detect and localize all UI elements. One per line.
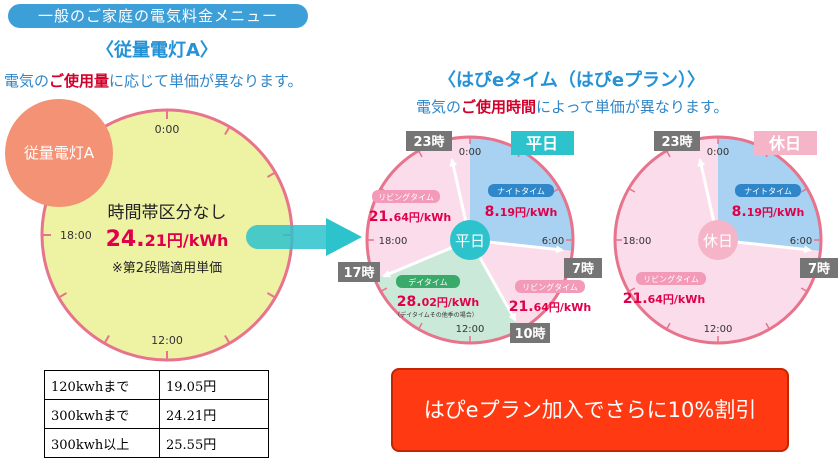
holiday-center-label: 休日 — [703, 232, 733, 250]
holiday-t12: 12:00 — [704, 324, 733, 335]
left-clock-12: 12:00 — [151, 334, 183, 347]
clock-tick — [665, 322, 671, 330]
left-clock-0: 0:00 — [155, 123, 180, 136]
clock-tick — [628, 187, 636, 193]
weekday-tag-10: 10時 — [514, 326, 545, 342]
holiday-night-price: 8.19円/kWh — [732, 204, 805, 220]
second-tier-note: ※第2段階適用単価 — [112, 260, 222, 276]
weekday-tag-7: 7時 — [572, 261, 594, 277]
clock-tick — [266, 171, 276, 178]
left-clock-18: 18:00 — [60, 229, 92, 242]
table-row: 120kwhまで 19.05円 — [44, 370, 269, 400]
price-cell: 24.21円 — [159, 399, 269, 429]
clock-tick — [765, 322, 771, 330]
left-clock-badge-label: 従量電灯A — [24, 144, 95, 162]
no-time-division-label: 時間帯区分なし — [108, 203, 227, 223]
clock-tick — [266, 292, 276, 299]
weekday-hour-tags: 23時 17時 7時 10時 — [338, 131, 602, 343]
holiday-night-label: ナイトタイム — [744, 187, 792, 196]
teal-arrow — [246, 218, 362, 256]
left-clock-badge: 従量電灯A — [5, 99, 113, 207]
menu-title-pill: 一般のご家庭の電気料金メニュー — [8, 4, 308, 28]
holiday-tag-7: 7時 — [808, 261, 830, 277]
holiday-clock: 0:00 6:00 18:00 12:00 ナイトタイム 8.19円/kWh リ… — [613, 135, 823, 345]
holiday-t18: 18:00 — [623, 236, 652, 247]
table-row: 300kwhまで 24.21円 — [44, 399, 269, 429]
left-plan-description: 電気のご使用量に応じて単価が異なります。 — [4, 72, 303, 90]
clock-tick — [224, 126, 231, 136]
holiday-living-price: 21.64円/kWh — [623, 291, 705, 307]
weekday-t18: 18:00 — [379, 236, 408, 247]
holiday-tag-23: 23時 — [661, 134, 692, 150]
weekday-tag-23: 23時 — [413, 134, 444, 150]
tier-cell: 300kwh以上 — [44, 428, 160, 458]
holiday-living-label: リビングタイム — [643, 274, 699, 284]
weekday-t12: 12:00 — [456, 324, 485, 335]
weekday-tag-17: 17時 — [343, 265, 374, 281]
weekday-clock: 0:00 6:00 18:00 12:00 ナイトタイム 8.19円/kWh リ… — [365, 135, 591, 345]
clock-tick — [103, 334, 110, 344]
weekday-living-label: リビングタイム — [378, 192, 434, 202]
weekday-day-price: 28.02円/kWh — [397, 294, 479, 310]
holiday-header-tab: 休日 — [754, 131, 817, 155]
clock-tick — [380, 287, 388, 293]
weekday-day-label: デイタイム — [408, 277, 448, 287]
clock-tick — [417, 322, 423, 330]
table-row: 300kwh以上 25.55円 — [44, 428, 269, 458]
clock-tick — [665, 150, 671, 158]
clock-tick — [417, 150, 423, 158]
weekday-header-label: 平日 — [526, 134, 558, 153]
right-plan-description: 電気のご使用時間によって単価が異なります。 — [416, 98, 729, 116]
left-plan-title: 〈従量電灯A〉 — [96, 40, 218, 61]
weekday-header-tab: 平日 — [511, 131, 574, 155]
clock-tick — [800, 287, 808, 293]
clock-tick — [800, 187, 808, 193]
holiday-t6: 6:00 — [790, 236, 812, 247]
holiday-t0: 0:00 — [707, 147, 729, 158]
weekday-night-label: ナイトタイム — [497, 187, 545, 196]
discount-banner: はぴeプラン加入でさらに10%割引 — [391, 368, 789, 452]
clock-tick — [628, 287, 636, 293]
left-clock-price: 24.21円/kWh — [106, 227, 229, 252]
weekday-night-price: 8.19円/kWh — [485, 204, 558, 220]
weekday-day-note: （デイタイムその他季の場合） — [394, 311, 478, 319]
holiday-header-label: 休日 — [768, 134, 801, 153]
tier-cell: 120kwhまで — [44, 370, 160, 400]
rate-tier-table: 120kwhまで 19.05円 300kwhまで 24.21円 300kwh以上… — [44, 370, 269, 458]
weekday-living-price: 21.64円/kWh — [369, 209, 451, 225]
holiday-hour-tags: 23時 7時 — [654, 131, 838, 278]
clock-tick — [224, 334, 231, 344]
weekday-t6: 6:00 — [542, 236, 564, 247]
weekday-center-label: 平日 — [455, 232, 485, 250]
weekday-living2-label: リビングタイム — [522, 282, 578, 292]
price-cell: 25.55円 — [159, 428, 269, 458]
tier-cell: 300kwhまで — [44, 399, 160, 429]
weekday-living2-price: 21.64円/kWh — [509, 299, 591, 315]
clock-tick — [58, 292, 68, 299]
right-plan-title: 〈はぴeタイム（はぴeプラン）〉 — [438, 70, 706, 91]
weekday-t0: 0:00 — [459, 147, 481, 158]
price-cell: 19.05円 — [159, 370, 269, 400]
clock-tick — [552, 187, 560, 193]
